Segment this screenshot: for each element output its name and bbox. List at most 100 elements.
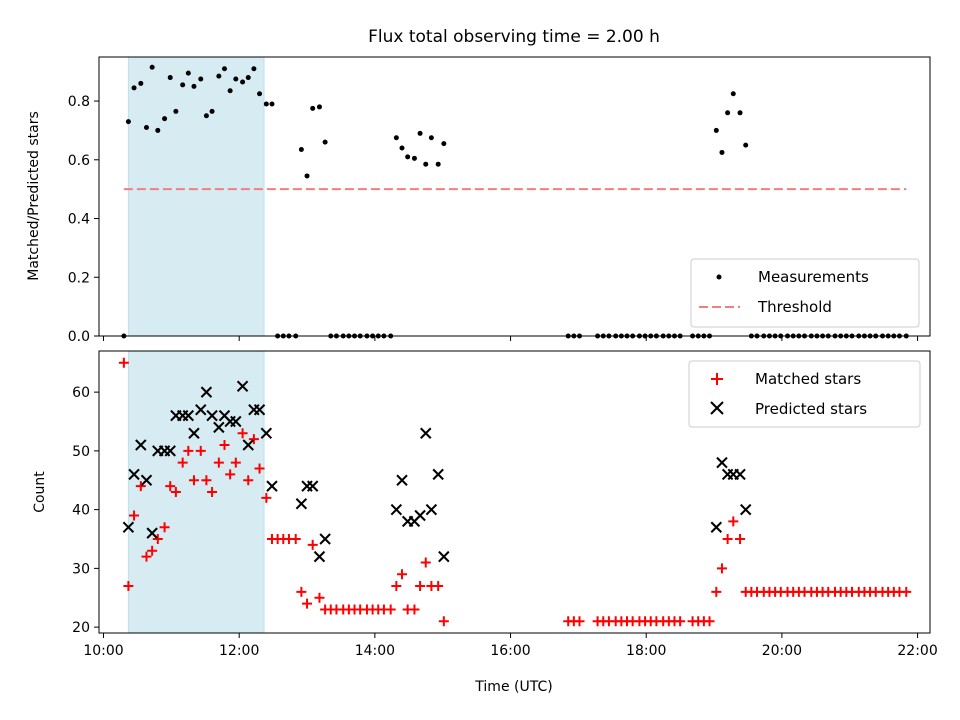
measurement-point xyxy=(298,147,304,153)
predicted-star-point xyxy=(135,439,147,451)
predicted-star-point xyxy=(414,509,426,522)
top-panel: Flux total observing time = 2.00 h 0.0 0.… xyxy=(26,27,931,345)
matched-star-point xyxy=(195,445,206,456)
matched-star-point xyxy=(314,592,325,603)
top-y-tick-label: 0.6 xyxy=(68,153,90,169)
predicted-star-point xyxy=(236,380,249,392)
measurement-point xyxy=(203,113,209,119)
matched-star-point xyxy=(152,534,163,544)
matched-star-point xyxy=(296,586,307,597)
matched-star-point xyxy=(213,457,224,468)
matched-star-point xyxy=(254,463,265,474)
measurement-point xyxy=(162,116,168,122)
predicted-star-point xyxy=(390,503,403,516)
matched-star-point xyxy=(290,534,301,544)
matched-star-point xyxy=(170,487,181,497)
predicted-star-point xyxy=(195,404,207,416)
predicted-star-point xyxy=(122,521,135,533)
predicted-star-point xyxy=(230,415,242,428)
measurement-point xyxy=(155,127,161,133)
measurement-point xyxy=(209,108,215,114)
measurement-point xyxy=(245,75,251,81)
matched-star-point xyxy=(207,487,218,497)
matched-star-point xyxy=(901,586,912,597)
bottom-panel: 10:00 12:00 14:00 16:00 18:00 20:00 22:00 20 30… xyxy=(32,350,938,695)
predicted-star-point xyxy=(716,456,728,469)
bottom-x-tick-label: 22:00 xyxy=(897,643,937,659)
measurement-point xyxy=(393,135,399,141)
measurement-point xyxy=(131,85,137,91)
top-legend: Measurements Threshold xyxy=(690,258,920,328)
top-axes-frame xyxy=(98,56,931,337)
measurement-point xyxy=(316,104,322,110)
measurement-point xyxy=(180,82,186,88)
predicted-star-point xyxy=(306,480,319,492)
measurement-point xyxy=(257,91,263,97)
measurement-point xyxy=(743,142,749,148)
matched-star-point xyxy=(118,357,129,368)
predicted-star-point xyxy=(242,439,254,451)
matched-star-point xyxy=(722,534,733,544)
bottom-y-tick-label: 40 xyxy=(72,503,90,519)
legend-predicted-marker xyxy=(710,401,724,415)
measurement-point xyxy=(435,161,441,167)
bottom-y-tick-label: 60 xyxy=(72,385,90,401)
predicted-star-point xyxy=(164,445,176,457)
bottom-y-tick-label: 20 xyxy=(72,620,90,636)
matched-star-point xyxy=(183,445,194,456)
predicted-star-point xyxy=(206,409,218,422)
measurement-point xyxy=(417,130,423,136)
matched-star-point xyxy=(397,569,408,580)
measurement-point xyxy=(725,110,731,116)
predicted-star-point xyxy=(438,550,450,563)
matched-star-point xyxy=(165,481,176,492)
bottom-x-axis-label: Time (UTC) xyxy=(474,679,552,695)
matched-star-point xyxy=(230,457,241,468)
predicted-star-point xyxy=(213,421,225,434)
matched-star-point xyxy=(177,457,188,468)
predicted-star-point xyxy=(253,404,266,416)
legend-predicted-label: Predicted stars xyxy=(755,400,867,418)
measurement-point xyxy=(399,145,405,151)
measurement-point xyxy=(737,110,743,116)
bottom-y-tick-label: 30 xyxy=(72,561,90,577)
matched-star-point xyxy=(438,616,449,627)
predicted-star-point xyxy=(188,427,200,439)
bottom-x-tick-label: 10:00 xyxy=(83,643,123,659)
bottom-legend: Matched stars Predicted stars xyxy=(688,360,921,428)
matched-star-point xyxy=(704,616,715,627)
matched-star-point xyxy=(433,581,444,591)
matched-star-point xyxy=(391,581,402,591)
matched-star-point xyxy=(385,604,396,615)
predicted-star-point xyxy=(425,503,438,516)
matched-star-point xyxy=(201,475,212,486)
predicted-star-point xyxy=(140,474,153,486)
matched-star-point xyxy=(141,551,152,562)
measurement-point xyxy=(428,135,434,141)
measurement-point xyxy=(322,139,328,145)
predicted-star-point xyxy=(396,474,408,486)
matched-star-point xyxy=(123,581,134,591)
matched-star-point xyxy=(711,586,722,597)
top-chart-title: Flux total observing time = 2.00 h xyxy=(368,27,660,47)
measurement-point xyxy=(143,124,149,130)
matched-star-point xyxy=(159,522,170,533)
measurement-point xyxy=(216,73,222,79)
matched-star-point xyxy=(409,604,420,615)
matched-star-point xyxy=(574,616,585,627)
predicted-star-point xyxy=(266,480,278,492)
matched-star-point xyxy=(135,481,146,492)
measurement-point xyxy=(405,154,411,160)
predicted-star-point xyxy=(260,427,273,439)
top-y-tick-label: 0.0 xyxy=(68,329,90,345)
measurement-point xyxy=(221,66,227,72)
top-y-tick-label: 0.4 xyxy=(68,212,90,228)
matched-star-point xyxy=(129,510,140,521)
matched-star-point xyxy=(307,539,318,550)
predicted-star-point xyxy=(420,427,432,439)
measurement-point xyxy=(167,75,173,81)
predicted-star-point xyxy=(182,409,195,422)
matched-star-point xyxy=(302,598,313,609)
bottom-x-tick-label: 16:00 xyxy=(490,643,530,659)
measurement-point xyxy=(441,141,447,147)
